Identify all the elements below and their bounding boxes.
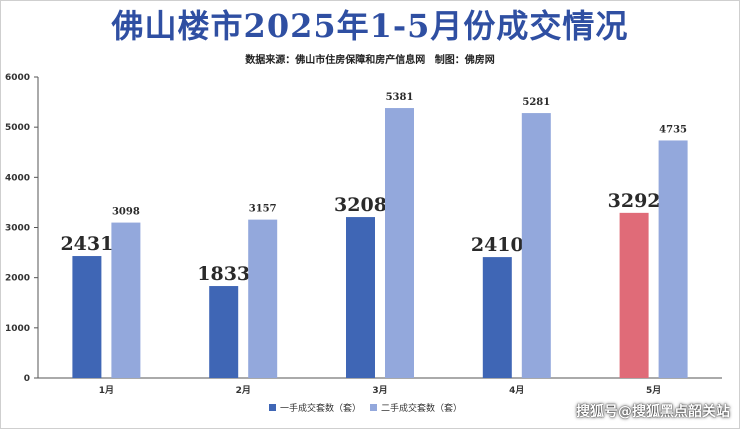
x-tick-label: 4月 xyxy=(509,385,524,396)
x-tick-label: 1月 xyxy=(99,385,114,396)
bar-primary xyxy=(209,286,239,378)
bar-secondary xyxy=(385,108,414,379)
bar-secondary xyxy=(248,219,278,378)
y-tick-label: 1000 xyxy=(5,324,30,334)
bar-secondary xyxy=(658,140,688,378)
data-label-primary: 3208 xyxy=(334,194,387,216)
x-tick-label: 5月 xyxy=(646,385,661,396)
y-tick-label: 2000 xyxy=(5,274,30,284)
bar-primary xyxy=(619,212,649,378)
bar-secondary xyxy=(111,222,141,378)
y-tick-label: 0 xyxy=(24,374,30,384)
legend-swatch-secondary xyxy=(370,404,377,411)
data-label-primary: 2410 xyxy=(471,234,524,256)
data-source-note: 数据来源：佛山市住房保障和房产信息网 制图：佛房网 xyxy=(245,55,495,66)
bar-primary xyxy=(482,257,512,378)
bar-primary xyxy=(346,217,375,378)
bar-primary xyxy=(72,256,102,378)
legend-swatch-primary xyxy=(269,404,276,411)
x-tick-label: 2月 xyxy=(236,385,251,396)
data-label-primary: 3292 xyxy=(608,190,661,212)
y-tick-label: 6000 xyxy=(5,73,30,83)
data-label-secondary: 5381 xyxy=(386,92,414,103)
watermark: 搜狐号@搜狐黑点韶关站 xyxy=(576,404,730,420)
bar-secondary xyxy=(521,113,551,379)
y-tick-label: 4000 xyxy=(5,173,30,183)
y-tick-label: 3000 xyxy=(5,224,30,234)
data-label-secondary: 3098 xyxy=(112,207,140,218)
legend-label-primary: 一手成交套数（套） xyxy=(280,402,361,414)
x-tick-label: 3月 xyxy=(372,385,387,396)
chart-title: 佛山楼市2025年1-5月份成交情况 xyxy=(111,7,629,45)
data-label-primary: 1833 xyxy=(197,263,250,285)
data-label-primary: 2431 xyxy=(60,233,113,255)
y-tick-label: 5000 xyxy=(5,123,30,133)
data-label-secondary: 5281 xyxy=(522,97,550,108)
data-label-secondary: 3157 xyxy=(249,204,277,215)
legend-label-secondary: 二手成交套数（套） xyxy=(381,402,462,414)
data-label-secondary: 4735 xyxy=(659,124,687,135)
